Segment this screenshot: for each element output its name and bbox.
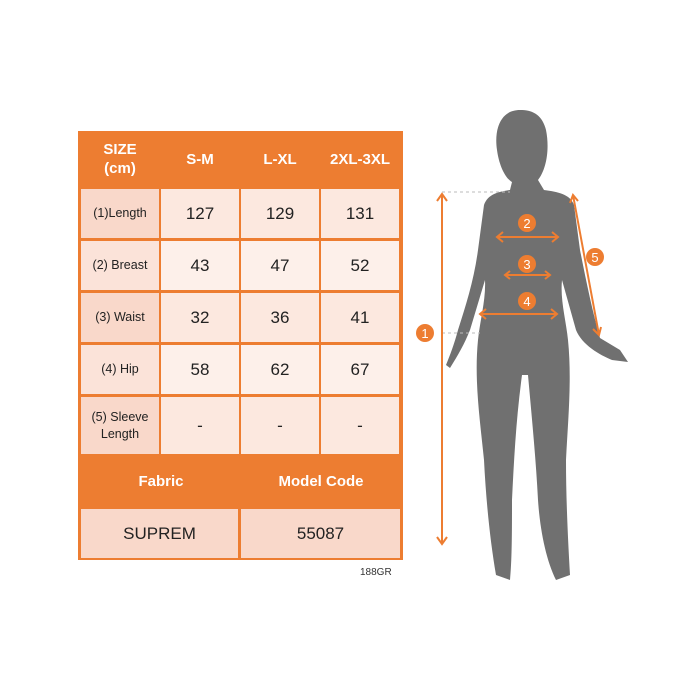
size-value: 67: [321, 345, 399, 394]
size-value: 62: [241, 345, 319, 394]
row-label: (3) Waist: [81, 293, 159, 342]
hip-arrow: [478, 308, 559, 320]
fabric-header: Fabric: [138, 473, 184, 490]
measure-markers: 1 2 3 4 5: [416, 214, 604, 342]
marker-circle: [518, 255, 536, 273]
size-value: 47: [241, 241, 319, 290]
marker-number: 1: [421, 326, 428, 341]
waist-arrow: [503, 270, 552, 280]
fabric-value: SUPREM: [81, 509, 238, 558]
size-value: 131: [321, 189, 399, 238]
marker-number: 3: [523, 257, 530, 272]
size-value: -: [241, 397, 319, 454]
breast-arrow: [495, 231, 560, 243]
marker-circle: [416, 324, 434, 342]
row-label: (1)Length: [81, 189, 159, 238]
size-value: 32: [161, 293, 239, 342]
row-label: (4) Hip: [81, 345, 159, 394]
size-value: 36: [241, 293, 319, 342]
size-value: -: [161, 397, 239, 454]
marker-circle: [586, 248, 604, 266]
size-value: 43: [161, 241, 239, 290]
size-value: -: [321, 397, 399, 454]
size-value: 52: [321, 241, 399, 290]
header-cell: L-XL: [263, 150, 297, 168]
size-table: SIZE (cm) S-M L-XL 2XL-3XL (1)Length 127 129 13…: [78, 131, 403, 560]
marker-circle: [518, 214, 536, 232]
marker-circle: [518, 292, 536, 310]
size-value: 129: [241, 189, 319, 238]
header-cell: SIZE (cm): [103, 141, 137, 177]
row-label: (5) Sleeve Length: [81, 397, 159, 454]
header-cell: 2XL-3XL: [329, 150, 390, 168]
sleeve-arrow: [569, 193, 602, 337]
marker-number: 2: [523, 216, 530, 231]
length-arrow: [436, 192, 448, 546]
marker-number: 5: [591, 250, 598, 265]
measure-arrows: [436, 192, 602, 546]
woman-silhouette: [446, 110, 628, 580]
product-code: 188GR: [360, 567, 392, 578]
row-label: (2) Breast: [81, 241, 159, 290]
size-value: 58: [161, 345, 239, 394]
size-value: 41: [321, 293, 399, 342]
marker-number: 4: [523, 294, 530, 309]
model-code-value: 55087: [241, 509, 400, 558]
guide-lines: [442, 191, 510, 334]
header-cell: S-M: [186, 150, 214, 168]
size-value: 127: [161, 189, 239, 238]
model-code-header: Model Code: [278, 473, 364, 490]
